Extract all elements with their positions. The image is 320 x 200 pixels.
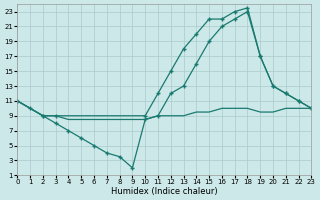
X-axis label: Humidex (Indice chaleur): Humidex (Indice chaleur) [111, 187, 218, 196]
